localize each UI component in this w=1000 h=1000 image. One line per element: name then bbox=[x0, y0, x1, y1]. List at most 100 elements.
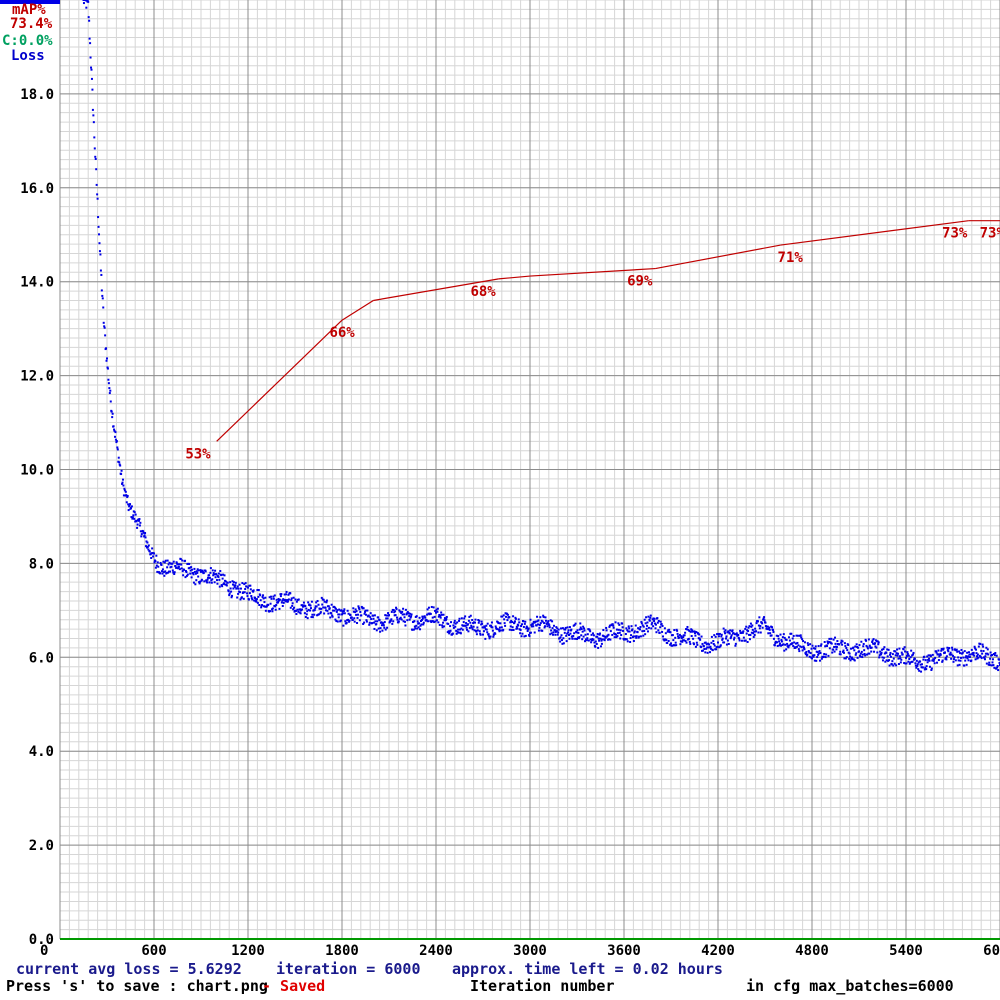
loss-point bbox=[873, 642, 876, 645]
loss-point bbox=[435, 619, 438, 622]
loss-point bbox=[462, 621, 465, 624]
loss-point bbox=[636, 631, 639, 634]
loss-point bbox=[643, 629, 646, 632]
loss-point bbox=[156, 561, 159, 564]
loss-point bbox=[282, 601, 285, 604]
loss-point bbox=[95, 168, 98, 171]
loss-point bbox=[958, 663, 961, 666]
loss-point bbox=[259, 599, 262, 602]
loss-point bbox=[732, 638, 735, 641]
loss-point bbox=[301, 604, 304, 607]
loss-point bbox=[112, 425, 115, 428]
loss-point bbox=[342, 610, 345, 613]
loss-point bbox=[819, 651, 822, 654]
loss-point bbox=[617, 628, 620, 631]
loss-point bbox=[957, 659, 960, 662]
loss-point bbox=[436, 607, 439, 610]
loss-point bbox=[163, 574, 166, 577]
loss-point bbox=[431, 616, 434, 619]
loss-point bbox=[866, 646, 869, 649]
loss-point bbox=[630, 629, 633, 632]
loss-point bbox=[242, 591, 245, 594]
loss-point bbox=[902, 648, 905, 651]
loss-point bbox=[131, 516, 134, 519]
loss-point bbox=[936, 653, 939, 656]
loss-point bbox=[875, 646, 878, 649]
loss-point bbox=[970, 648, 973, 651]
loss-point bbox=[749, 622, 752, 625]
loss-point bbox=[839, 650, 842, 653]
loss-point bbox=[285, 590, 288, 593]
loss-point bbox=[634, 624, 637, 627]
loss-point bbox=[510, 629, 513, 632]
loss-point bbox=[295, 613, 298, 616]
loss-point bbox=[586, 633, 589, 636]
loss-point bbox=[590, 641, 593, 644]
loss-point bbox=[832, 638, 835, 641]
loss-point bbox=[772, 637, 775, 640]
loss-point bbox=[679, 640, 682, 643]
loss-point bbox=[911, 660, 914, 663]
loss-point bbox=[136, 523, 139, 526]
loss-point bbox=[705, 647, 708, 650]
loss-point bbox=[453, 619, 456, 622]
y-tick-label: 0.0 bbox=[29, 932, 54, 948]
loss-point bbox=[755, 630, 758, 633]
loss-point bbox=[982, 645, 985, 648]
loss-point bbox=[762, 617, 765, 620]
loss-point bbox=[399, 616, 402, 619]
loss-point bbox=[658, 631, 661, 634]
loss-point bbox=[818, 650, 821, 653]
loss-point bbox=[920, 663, 923, 666]
map-line-segment bbox=[498, 275, 531, 280]
loss-point bbox=[977, 656, 980, 659]
loss-point bbox=[277, 601, 280, 604]
loss-point bbox=[494, 625, 497, 628]
loss-point bbox=[494, 632, 497, 635]
loss-point bbox=[108, 387, 111, 390]
loss-point bbox=[754, 627, 757, 630]
loss-point bbox=[958, 650, 961, 653]
loss-point bbox=[596, 635, 599, 638]
loss-point bbox=[757, 631, 760, 634]
loss-point bbox=[879, 650, 882, 653]
loss-point bbox=[583, 627, 586, 630]
loss-point bbox=[599, 632, 602, 635]
loss-point bbox=[841, 640, 844, 643]
loss-point bbox=[848, 652, 851, 655]
loss-point bbox=[90, 66, 93, 69]
loss-point bbox=[365, 620, 368, 623]
loss-point bbox=[834, 642, 837, 645]
loss-point bbox=[766, 628, 769, 631]
loss-point bbox=[813, 654, 816, 657]
loss-point bbox=[229, 587, 232, 590]
loss-point bbox=[179, 558, 182, 561]
x-tick-label: 4800 bbox=[795, 943, 829, 959]
loss-point bbox=[505, 615, 508, 618]
loss-point bbox=[992, 664, 995, 667]
loss-point bbox=[223, 582, 226, 585]
loss-point bbox=[560, 627, 563, 630]
loss-point bbox=[488, 637, 491, 640]
loss-point bbox=[208, 581, 211, 584]
loss-point bbox=[560, 639, 563, 642]
loss-point bbox=[421, 615, 424, 618]
loss-point bbox=[657, 629, 660, 632]
loss-point bbox=[561, 642, 564, 645]
loss-point bbox=[615, 636, 618, 639]
loss-point bbox=[628, 627, 631, 630]
loss-point bbox=[137, 519, 140, 522]
loss-point bbox=[498, 626, 501, 629]
loss-point bbox=[621, 622, 624, 625]
loss-point bbox=[672, 639, 675, 642]
loss-point bbox=[294, 609, 297, 612]
loss-point bbox=[126, 496, 129, 499]
loss-point bbox=[429, 612, 432, 615]
loss-point bbox=[977, 645, 980, 648]
loss-point bbox=[993, 654, 996, 657]
loss-point bbox=[699, 638, 702, 641]
loss-point bbox=[755, 622, 758, 625]
loss-point bbox=[189, 569, 192, 572]
loss-point bbox=[577, 631, 580, 634]
loss-point bbox=[684, 640, 687, 643]
